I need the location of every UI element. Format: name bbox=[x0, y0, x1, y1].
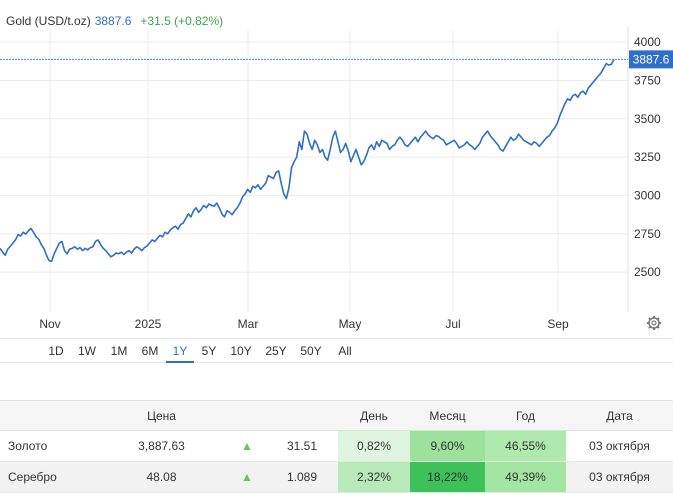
settings-icon[interactable] bbox=[647, 316, 661, 330]
y-tick-label: 2500 bbox=[634, 265, 661, 279]
row-date: 03 октября bbox=[566, 430, 673, 462]
y-tick-label: 3750 bbox=[634, 73, 661, 87]
timeframe-all[interactable]: All bbox=[338, 344, 352, 358]
row-year-pct: 49,39% bbox=[485, 461, 566, 493]
x-tick-label: Sep bbox=[547, 317, 569, 331]
table-header: Цена День Месяц Год Дата bbox=[0, 400, 673, 431]
y-tick-label: 3000 bbox=[634, 188, 661, 202]
chart-grid bbox=[0, 26, 629, 312]
timeframe-1d[interactable]: 1D bbox=[48, 344, 64, 358]
timeframe-50y[interactable]: 50Y bbox=[300, 344, 322, 358]
change-label: +31.5 (+0.82%) bbox=[140, 14, 223, 28]
header-arrow bbox=[228, 400, 266, 431]
timeframe-6m[interactable]: 6M bbox=[141, 344, 159, 358]
timeframe-1y[interactable]: 1Y bbox=[166, 339, 194, 363]
timeframe-25y[interactable]: 25Y bbox=[265, 344, 287, 358]
x-tick-label: Mar bbox=[238, 317, 259, 331]
header-name bbox=[0, 400, 95, 431]
metals-table: Цена День Месяц Год Дата Золото 3,887.63… bbox=[0, 400, 673, 493]
header-date: Дата bbox=[566, 400, 673, 431]
x-tick-label: Jul bbox=[445, 317, 460, 331]
price-badge-label: 3887.6 bbox=[633, 52, 670, 66]
header-change bbox=[266, 400, 338, 431]
row-day-pct: 2,32% bbox=[338, 461, 410, 493]
timeframe-1w[interactable]: 1W bbox=[78, 344, 96, 358]
y-tick-label: 4000 bbox=[634, 35, 661, 49]
timeframe-5y[interactable]: 5Y bbox=[201, 344, 217, 358]
price-badge: 3887.6 bbox=[629, 50, 673, 69]
gold-price-chart: Gold (USD/t.oz) 3887.6 +31.5 (+0.82%) Nov 2… bbox=[0, 14, 673, 331]
header-month: Месяц bbox=[410, 400, 485, 431]
up-arrow-icon: ▲ bbox=[228, 430, 266, 462]
header-year: Год bbox=[485, 400, 566, 431]
header-price: Цена bbox=[95, 400, 228, 431]
x-tick-label: 2025 bbox=[135, 317, 162, 331]
chart-title: Gold (USD/t.oz) bbox=[6, 14, 91, 28]
header-day: День bbox=[338, 400, 410, 431]
x-axis: Nov 2025 Mar May Jul Sep bbox=[39, 317, 569, 331]
row-change: 31.51 bbox=[266, 430, 338, 462]
row-date: 03 октября bbox=[566, 461, 673, 493]
row-name[interactable]: Серебро bbox=[0, 461, 95, 493]
x-tick-label: May bbox=[339, 317, 362, 331]
table-row-silver[interactable]: Серебро 48.08 ▲ 1.089 2,32% 18,22% 49,39… bbox=[0, 461, 673, 493]
y-tick-label: 3500 bbox=[634, 112, 661, 126]
row-year-pct: 46,55% bbox=[485, 430, 566, 462]
up-arrow-icon: ▲ bbox=[228, 461, 266, 493]
timeframe-selector: 1D 1W 1M 6M 1Y 5Y 10Y 25Y 50Y All bbox=[0, 338, 673, 363]
row-price: 3,887.63 bbox=[95, 430, 228, 462]
row-price: 48.08 bbox=[95, 461, 228, 493]
x-tick-label: Nov bbox=[39, 317, 60, 331]
y-tick-label: 3250 bbox=[634, 150, 661, 164]
timeframe-10y[interactable]: 10Y bbox=[230, 344, 252, 358]
timeframe-1m[interactable]: 1M bbox=[110, 344, 128, 358]
y-axis: 4000 3750 3500 3250 3000 2750 2500 bbox=[634, 35, 661, 279]
row-month-pct: 18,22% bbox=[410, 461, 485, 493]
table-row-gold[interactable]: Золото 3,887.63 ▲ 31.51 0,82% 9,60% 46,5… bbox=[0, 430, 673, 462]
row-name[interactable]: Золото bbox=[0, 430, 95, 462]
last-value-label: 3887.6 bbox=[95, 14, 132, 28]
series-line-gold bbox=[0, 58, 615, 263]
y-tick-label: 2750 bbox=[634, 227, 661, 241]
svg-text:Gold (USD/t.oz)3887.6+31.5 (+0: Gold (USD/t.oz) 3887.6 +31.5 (+0.82%) bbox=[6, 14, 223, 28]
row-month-pct: 9,60% bbox=[410, 430, 485, 462]
row-day-pct: 0,82% bbox=[338, 430, 410, 462]
row-change: 1.089 bbox=[266, 461, 338, 493]
